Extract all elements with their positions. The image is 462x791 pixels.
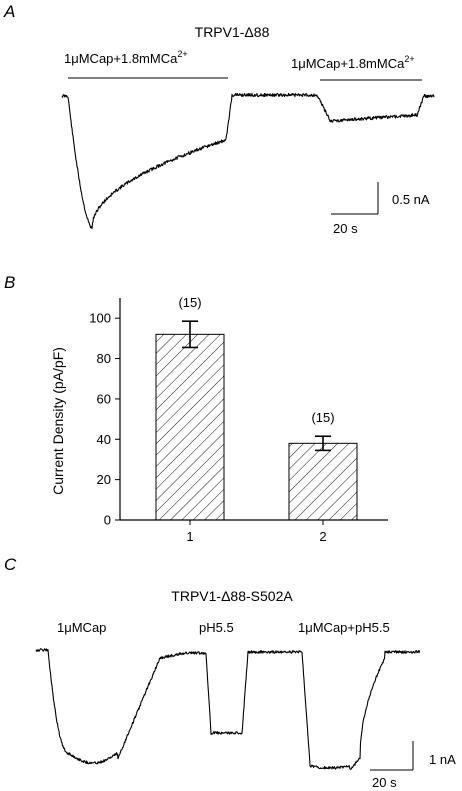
panel-c-scale-current-label: 1 nA bbox=[429, 752, 456, 767]
n-annotation: (15) bbox=[178, 295, 201, 310]
panel-c-letter: C bbox=[4, 555, 17, 574]
panel-b-letter: B bbox=[4, 273, 15, 292]
panel-a-current-trace bbox=[61, 92, 435, 230]
panel-a-title: TRPV1-Δ88 bbox=[195, 24, 270, 40]
panel-c-title: TRPV1-Δ88-S502A bbox=[171, 588, 293, 604]
n-annotation: (15) bbox=[311, 410, 334, 425]
panel-b-chart: B Current Density (pA/pF) 0 20 40 60 80 100 (1… bbox=[4, 273, 388, 544]
panel-c-current-trace bbox=[35, 648, 421, 770]
x-tick-label: 2 bbox=[319, 529, 326, 544]
panel-c: C TRPV1-Δ88-S502A 1μMCap pH5.5 1μMCap+pH… bbox=[4, 555, 456, 790]
y-tick-label: 0 bbox=[104, 513, 111, 528]
panel-a-scale-current-label: 0.5 nA bbox=[392, 192, 430, 207]
panel-a-stim-label-2: 1μMCap+1.8mMCa2+ bbox=[291, 54, 415, 71]
y-tick-label: 80 bbox=[97, 351, 111, 366]
panel-a-stim-label-1: 1μMCap+1.8mMCa2+ bbox=[64, 49, 188, 66]
y-tick-label: 60 bbox=[97, 391, 111, 406]
panel-c-scale-time-label: 20 s bbox=[372, 775, 397, 790]
panel-a-letter: A bbox=[3, 2, 15, 21]
bar bbox=[288, 442, 358, 521]
y-tick-label: 100 bbox=[89, 311, 111, 326]
panel-a-scale-time-label: 20 s bbox=[333, 221, 358, 236]
y-axis-label: Current Density (pA/pF) bbox=[50, 347, 66, 495]
panel-a: A TRPV1-Δ88 1μMCap+1.8mMCa2+ 1μMCap+1.8m… bbox=[3, 2, 435, 236]
panel-c-stim-label-3: 1μMCap+pH5.5 bbox=[298, 620, 390, 635]
panel-c-stim-label-2: pH5.5 bbox=[199, 620, 234, 635]
y-tick-label: 40 bbox=[97, 432, 111, 447]
bar bbox=[155, 333, 225, 521]
x-tick-label: 1 bbox=[186, 529, 193, 544]
y-tick-label: 20 bbox=[97, 472, 111, 487]
panel-c-stim-label-1: 1μMCap bbox=[57, 620, 106, 635]
